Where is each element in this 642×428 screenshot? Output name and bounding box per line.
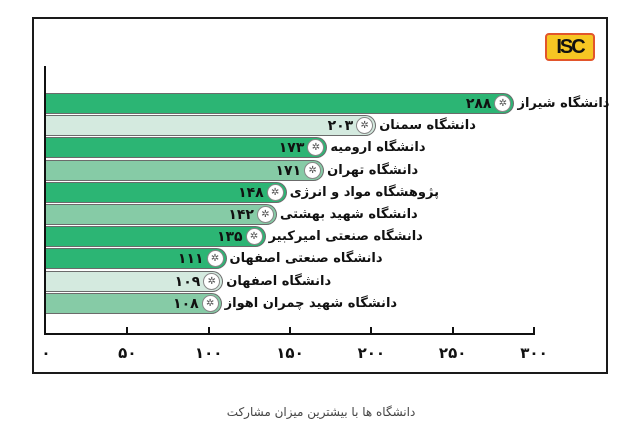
x-tick — [370, 327, 373, 334]
university-emblem-icon: ✲ — [307, 139, 325, 157]
university-emblem-icon: ✲ — [201, 294, 219, 312]
category-label: دانشگاه سمنان — [379, 118, 476, 134]
category-label: دانشگاه اصفهان — [226, 273, 332, 289]
university-emblem-icon: ✲ — [245, 228, 263, 246]
x-tick-label: ۳۰۰ — [520, 344, 548, 362]
isc-logo: ISC — [545, 33, 595, 61]
bar: ۱۳۵ ✲ — [46, 226, 266, 248]
x-tick — [207, 327, 210, 334]
university-emblem-icon: ✲ — [203, 272, 221, 290]
x-tick — [451, 327, 454, 334]
category-label: دانشگاه تهران — [327, 162, 419, 178]
category-label: دانشگاه شیراز — [517, 96, 610, 111]
x-axis-line — [44, 333, 535, 335]
category-label: دانشگاه شهید چمران اهواز — [224, 295, 398, 311]
category-label: دانشگاه شهید بهشتی — [279, 207, 418, 222]
x-tick-label: ۱۰۰ — [194, 344, 223, 362]
x-tick — [533, 327, 535, 334]
category-label: دانشگاه صنعتی اصفهان — [229, 251, 383, 267]
university-emblem-icon: ✲ — [304, 161, 322, 179]
university-emblem-icon: ✲ — [356, 117, 374, 135]
y-axis-line — [44, 66, 46, 335]
bar-value-label: ۱۷۱ — [275, 162, 302, 179]
category-label: دانشگاه صنعتی امیرکبیر — [268, 229, 423, 245]
bar: ۱۷۱ ✲ — [46, 159, 325, 181]
bar: ۱۱۱ ✲ — [46, 248, 227, 270]
category-label: پژوهشگاه مواد و انرژی — [289, 184, 439, 200]
bar: ۱۴۸ ✲ — [46, 181, 287, 203]
bar-value-label: ۲۸۸ — [465, 96, 492, 112]
bar: ۲۰۳ ✲ — [46, 115, 377, 137]
bar-value-label: ۱۴۸ — [238, 184, 264, 201]
university-emblem-icon: ✲ — [266, 183, 284, 201]
bar-value-label: ۱۰۹ — [174, 273, 201, 290]
bar: ۱۰۹ ✲ — [46, 270, 224, 292]
bar: ۲۸۸ ✲ — [46, 93, 515, 114]
bar: ۱۰۸ ✲ — [46, 292, 222, 314]
x-tick-label: ۲۵۰ — [438, 344, 467, 362]
university-emblem-icon: ✲ — [494, 95, 512, 112]
x-tick — [289, 327, 291, 334]
x-tick-label: ۲۰۰ — [357, 344, 386, 362]
bar: ۱۷۳ ✲ — [46, 137, 328, 159]
chart-caption: دانشگاه ها با بیشترین میزان مشارکت — [226, 405, 416, 419]
x-tick-label: ۰ — [41, 344, 51, 362]
bar-value-label: ۱۱۱ — [177, 251, 204, 268]
bar-value-label: ۱۷۳ — [278, 140, 305, 157]
x-tick-label: ۵۰ — [118, 344, 137, 362]
bar-value-label: ۲۰۳ — [327, 118, 354, 135]
bar-value-label: ۱۰۸ — [173, 295, 199, 312]
bar-value-label: ۱۴۲ — [228, 207, 254, 223]
bar: ۱۴۲ ✲ — [46, 204, 277, 225]
university-emblem-icon: ✲ — [206, 250, 224, 268]
category-label: دانشگاه ارومیه — [330, 140, 426, 156]
x-tick-label: ۱۵۰ — [276, 344, 304, 362]
university-emblem-icon: ✲ — [256, 206, 274, 223]
bar-value-label: ۱۳۵ — [216, 229, 243, 246]
x-tick — [126, 327, 129, 334]
